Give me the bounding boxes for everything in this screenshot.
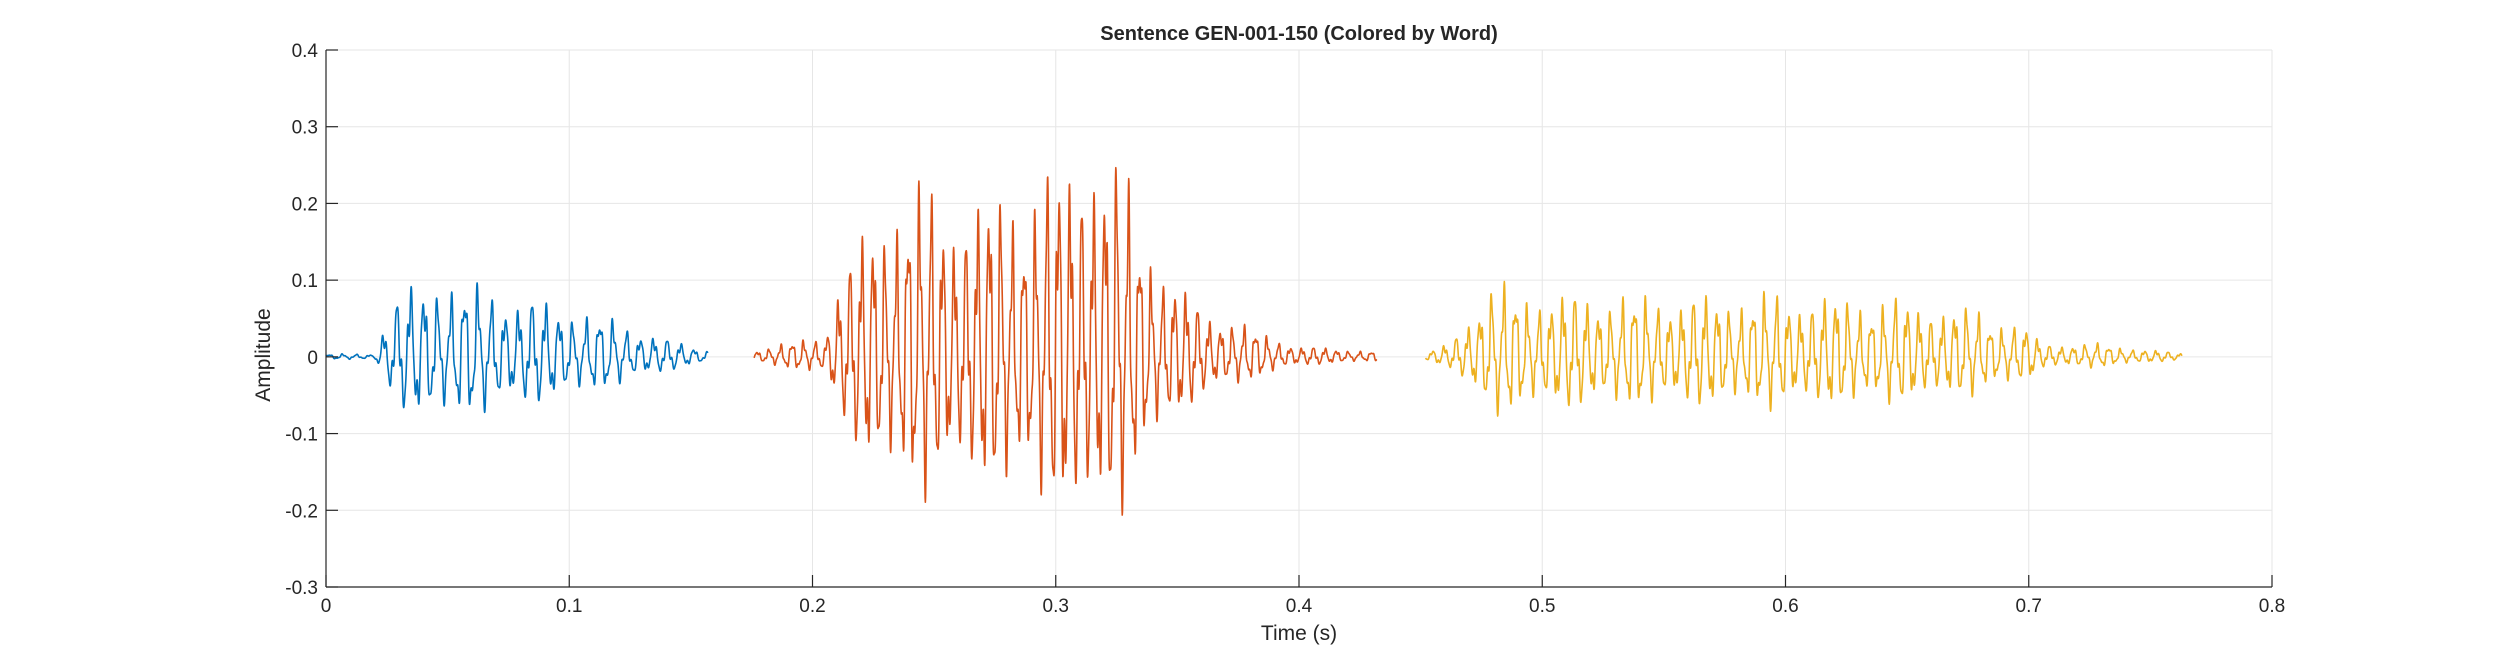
y-tick-label: 0.4 — [292, 41, 319, 62]
chart-title: Sentence GEN-001-150 (Colored by Word) — [1100, 23, 1498, 45]
x-tick-label: 0.7 — [2016, 596, 2042, 617]
x-tick-label: 0.4 — [1286, 596, 1313, 617]
y-tick-label: 0.2 — [292, 194, 318, 215]
y-axis-label: Amplitude — [252, 308, 275, 401]
x-tick-label: 0 — [321, 596, 332, 617]
tick-labels: 0 0.1 0.2 0.3 0.4 0.5 0.6 0.7 0.8 -0.3 -0.2 -0.1 0 0.… — [285, 41, 2285, 617]
y-tick-label: 0 — [307, 348, 318, 369]
y-tick-label: -0.1 — [285, 425, 318, 446]
x-tick-label: 0.6 — [1772, 596, 1798, 617]
y-tick-label: -0.3 — [285, 578, 318, 599]
y-tick-label: 0.3 — [292, 118, 318, 139]
series-group — [325, 166, 2183, 516]
x-tick-label: 0.1 — [556, 596, 582, 617]
series-line-1 — [325, 282, 709, 414]
series-line-3 — [1424, 280, 2183, 417]
y-tick-label: -0.2 — [285, 501, 318, 522]
x-tick-label: 0.5 — [1529, 596, 1555, 617]
x-axis-label: Time (s) — [1261, 622, 1337, 645]
y-tick-label: 0.1 — [292, 271, 318, 292]
series-line-2 — [753, 166, 1378, 516]
x-tick-label: 0.8 — [2259, 596, 2285, 617]
axes — [325, 49, 2273, 588]
x-tick-label: 0.2 — [799, 596, 825, 617]
x-tick-label: 0.3 — [1043, 596, 1069, 617]
